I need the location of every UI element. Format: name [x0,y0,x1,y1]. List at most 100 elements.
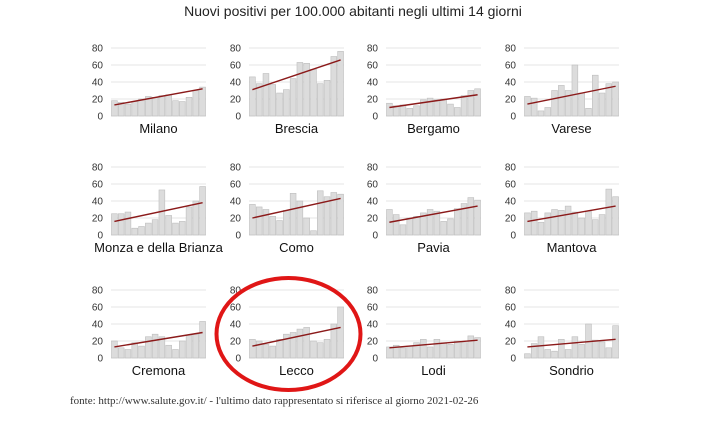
bar [145,96,152,117]
y-tick-label: 60 [230,303,242,314]
bar [131,101,138,117]
bar [530,210,538,236]
y-tick-label: 0 [372,112,378,123]
trend-line [389,205,478,223]
bar [420,99,427,117]
bar [460,342,468,359]
bar [165,344,172,359]
bar [117,102,125,117]
bar [151,97,159,117]
bar [255,340,263,359]
bar [551,209,558,236]
facet-label: Lodi [421,363,446,378]
facet-label: Como [279,240,314,255]
trend-line [114,202,203,223]
bar [124,211,132,236]
bar [262,209,270,236]
y-tick-label: 60 [92,61,104,72]
bar [296,328,304,359]
bar [296,62,304,117]
bar [276,92,283,117]
bar [399,104,407,117]
bar [467,335,475,359]
facet-label: Mantova [547,240,598,255]
y-tick-label: 60 [230,180,242,191]
trend-line [252,59,341,91]
bar [454,340,461,359]
bar [283,333,290,359]
trend-line [527,205,616,223]
bar [406,108,413,117]
bar [330,56,338,117]
bar [289,78,297,117]
panel-brescia: 0 20 40 60 80 Brescia [230,44,344,136]
bar [426,97,434,117]
bar [544,212,551,236]
bar [447,344,454,359]
bar [592,74,599,117]
bar [564,349,572,359]
y-tick-label: 80 [367,286,379,297]
trend-line [527,85,616,105]
panel-sondrio: 0 20 40 60 80 Sondrio [505,286,619,378]
bar [392,344,400,359]
bar [474,199,481,236]
bar [524,96,531,117]
bar [537,336,545,359]
y-tick-label: 20 [230,337,242,348]
bar [158,95,166,117]
bar [172,222,179,236]
bar [117,347,125,359]
bar [440,221,447,236]
bar [592,219,599,236]
y-tick-label: 60 [367,303,379,314]
bar [255,206,263,236]
y-tick-label: 60 [230,61,242,72]
bar [317,83,324,117]
bar [124,349,132,359]
bar [544,107,551,117]
y-tick-label: 0 [510,354,516,365]
y-tick-label: 40 [505,197,517,208]
y-tick-label: 20 [505,214,517,225]
y-tick-label: 80 [505,44,517,55]
bar [138,226,145,236]
chart-title: Nuovi positivi per 100.000 abitanti negl… [184,3,522,19]
bar [537,221,545,236]
bar [585,108,592,117]
bar [249,204,256,236]
bar [276,220,283,236]
bar [524,212,531,236]
bar [592,339,599,359]
facet-label: Pavia [417,240,450,255]
panel-bergamo: 0 20 40 60 80 Bergamo [367,44,481,136]
bar [605,188,613,236]
y-tick-label: 80 [367,44,379,55]
bar [426,346,434,359]
panel-milano: 0 20 40 60 80 Milano [92,44,206,136]
bar [111,213,118,236]
y-tick-label: 40 [92,197,104,208]
bar [124,103,132,117]
bar [310,68,317,117]
bar [262,344,270,359]
bar [544,349,551,359]
y-tick-label: 60 [92,303,104,314]
panel-pavia: 0 20 40 60 80 Pavia [367,163,481,255]
y-tick-label: 60 [505,61,517,72]
bar [145,336,152,359]
y-tick-label: 40 [230,78,242,89]
bar [474,337,481,359]
bar [117,213,125,236]
source-note: fonte: http://www.salute.gov.it/ - l'ult… [70,395,479,407]
bar [192,200,200,236]
bar [330,323,338,359]
facet-label: Brescia [275,121,319,136]
bar [571,64,579,117]
bar [530,343,538,359]
y-tick-label: 80 [92,286,104,297]
panel-monza-e-della-brianza: 0 20 40 60 80 Monza e della Brianza [92,163,224,256]
bar [185,206,193,236]
bar [185,334,193,359]
